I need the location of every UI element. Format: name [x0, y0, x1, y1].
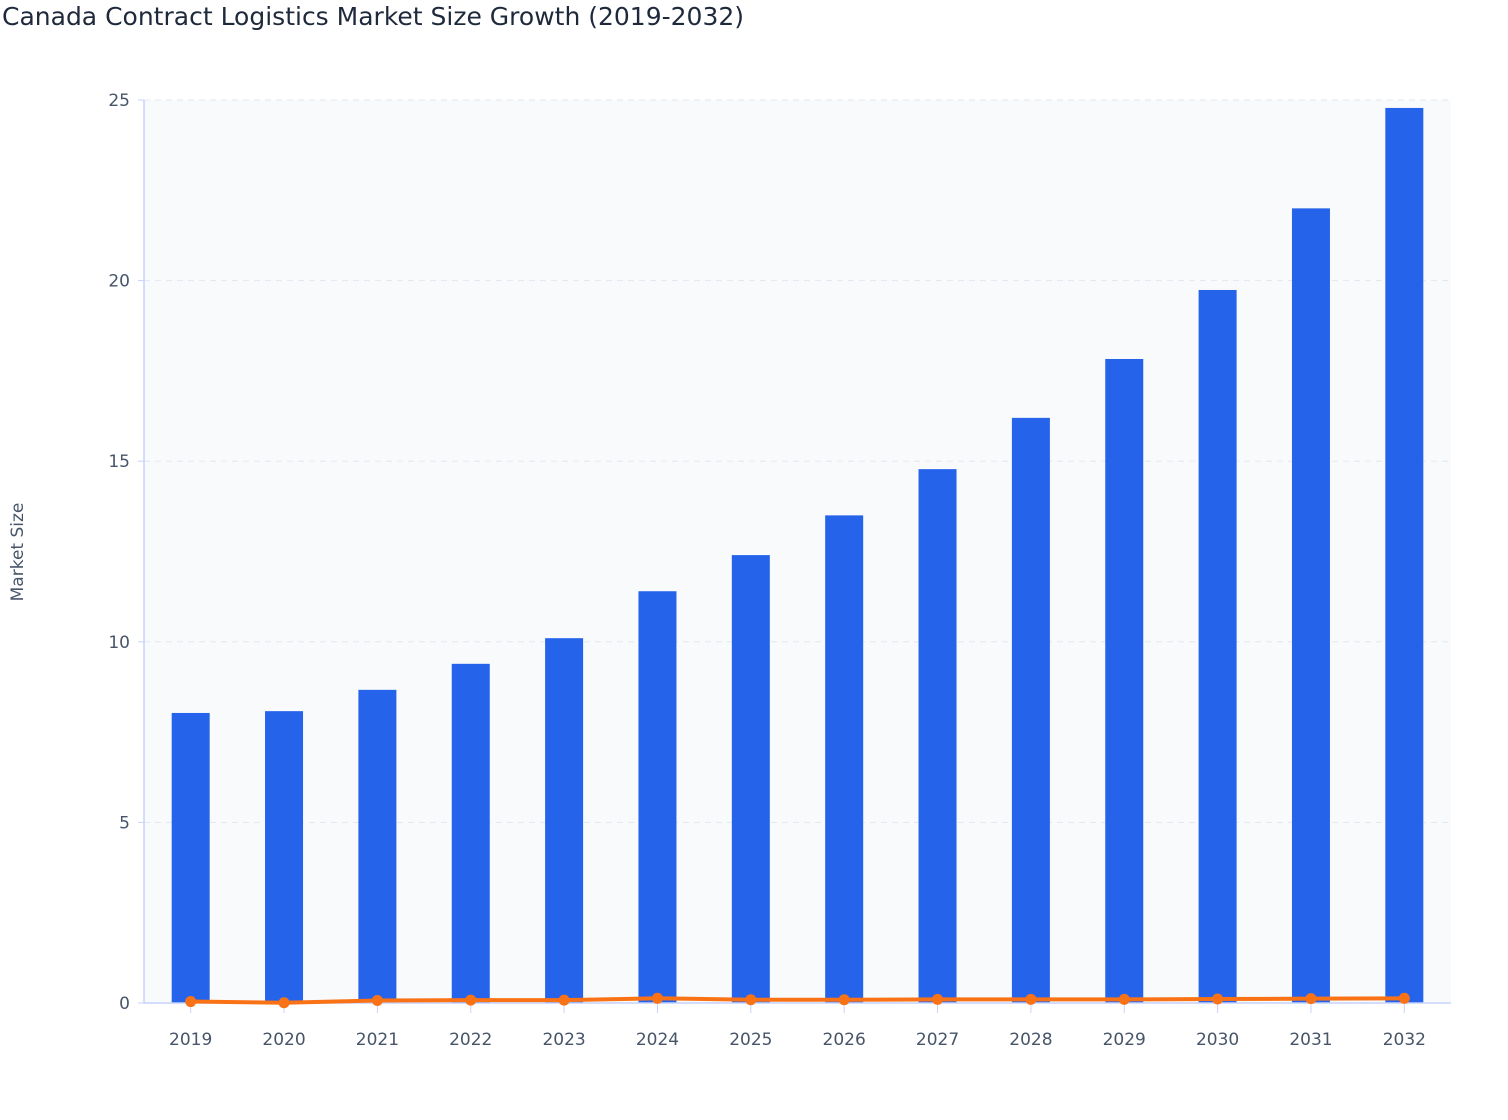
- line-point: [1398, 992, 1410, 1004]
- line-point: [1118, 993, 1130, 1005]
- line-point: [1025, 993, 1037, 1005]
- bar: [918, 469, 957, 1004]
- x-tick-label: 2028: [1009, 1030, 1052, 1050]
- line-point: [932, 993, 944, 1005]
- line-point: [278, 997, 290, 1009]
- y-tick-label: 10: [108, 633, 130, 653]
- y-tick-label: 15: [108, 452, 130, 472]
- y-tick-label: 20: [108, 272, 130, 292]
- bar: [1105, 358, 1144, 1003]
- y-tick-label: 0: [119, 994, 130, 1014]
- x-tick-label: 2019: [169, 1030, 212, 1050]
- x-tick-label: 2024: [636, 1030, 679, 1050]
- bar: [358, 689, 397, 1003]
- x-tick-label: 2030: [1196, 1030, 1239, 1050]
- line-point: [745, 994, 757, 1006]
- x-tick-label: 2020: [262, 1030, 305, 1050]
- bar: [1385, 107, 1424, 1003]
- line-point: [465, 994, 477, 1006]
- x-tick-label: 2027: [916, 1030, 959, 1050]
- bar: [171, 712, 210, 1003]
- x-tick-label: 2026: [823, 1030, 866, 1050]
- x-tick-label: 2025: [729, 1030, 772, 1050]
- line-point: [838, 994, 850, 1006]
- line-point: [1212, 993, 1224, 1005]
- bar: [825, 515, 864, 1003]
- bar: [1198, 289, 1237, 1003]
- bar: [1291, 208, 1330, 1004]
- x-tick-label: 2021: [356, 1030, 399, 1050]
- x-tick-label: 2032: [1383, 1030, 1426, 1050]
- x-tick-label: 2031: [1289, 1030, 1332, 1050]
- bar: [731, 555, 770, 1003]
- line-point: [371, 994, 383, 1006]
- line-point: [1305, 993, 1317, 1005]
- line-series: [190, 996, 1405, 1005]
- bar: [638, 591, 677, 1003]
- chart-title: Canada Contract Logistics Market Size Gr…: [2, 2, 745, 31]
- line-point: [185, 996, 197, 1008]
- line-point: [558, 994, 570, 1006]
- bar: [451, 663, 490, 1003]
- bar: [1011, 417, 1050, 1004]
- line-point: [651, 992, 663, 1004]
- bar: [545, 638, 584, 1003]
- x-tick-label: 2022: [449, 1030, 492, 1050]
- y-tick-label: 25: [108, 91, 130, 111]
- x-tick-label: 2029: [1103, 1030, 1146, 1050]
- bar: [265, 711, 304, 1003]
- x-tick-label: 2023: [542, 1030, 585, 1050]
- y-tick-label: 5: [119, 813, 130, 833]
- plot-area: [144, 100, 1451, 1003]
